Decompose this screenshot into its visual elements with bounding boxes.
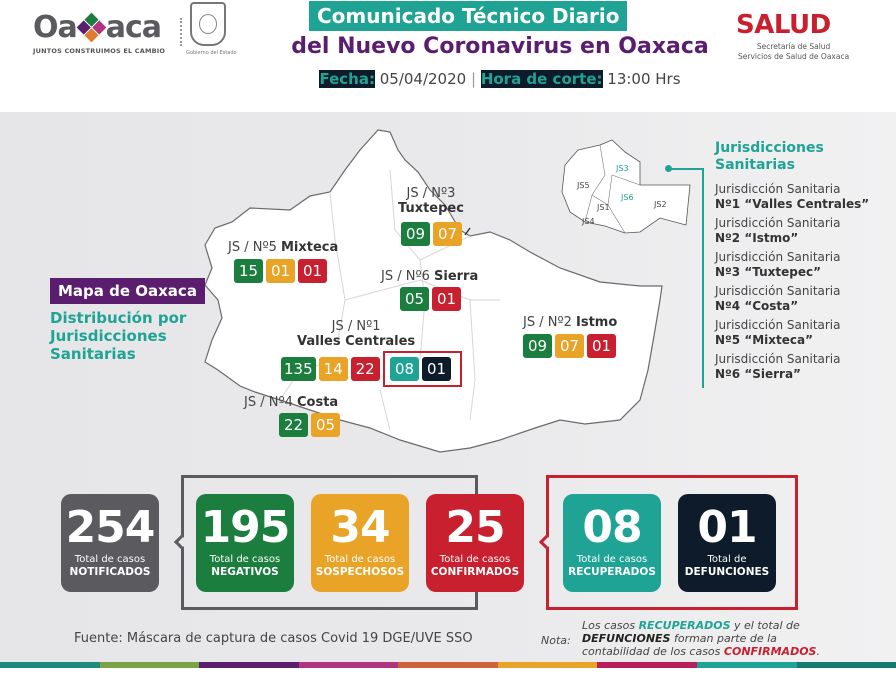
logo-word-left: Oa [33, 10, 78, 45]
negative-chip: 15 [234, 259, 263, 283]
logo-tagline: JUNTOS CONSTRUIMOS EL CAMBIO [33, 47, 166, 55]
card-defunciones: 01 Total de DEFUNCIONES [678, 494, 776, 592]
js3-chips: 09 07 [401, 222, 462, 246]
legend-item: Jurisdicción Sanitaria Nº5 “Mixteca” [715, 318, 841, 347]
separator: | [470, 70, 477, 88]
js2-chips: 09 07 01 [523, 334, 616, 358]
logo-divider [180, 18, 182, 46]
negative-chip: 09 [401, 222, 430, 246]
card-notificados: 254 Total de casos NOTIFICADOS [61, 494, 159, 592]
confirmed-chip: 01 [432, 287, 461, 311]
js6-label: JS / Nº6 Sierra [381, 269, 479, 284]
header: Oa aca JUNTOS CONSTRUIMOS EL CAMBIO Gobi… [0, 0, 896, 112]
title-line-1: Comunicado Técnico Diario [309, 1, 628, 31]
svg-text:JS6: JS6 [620, 193, 634, 202]
logo-word-right: aca [105, 10, 162, 45]
svg-text:JS2: JS2 [653, 200, 667, 209]
js1-label: JS / Nº1 Valles Centrales [297, 319, 416, 349]
salud-line-2: Servicios de Salud de Oaxaca [738, 52, 850, 61]
state-seal-icon [190, 2, 226, 46]
suspect-chip: 05 [311, 413, 340, 437]
svg-text:JS1: JS1 [596, 203, 610, 212]
card-sospechosos: 34 Total de casos SOSPECHOSOS [311, 494, 409, 592]
negative-chip: 09 [523, 334, 552, 358]
js4-chips: 22 05 [279, 413, 340, 437]
confirmed-chip: 22 [350, 357, 380, 381]
negative-chip: 135 [281, 357, 316, 381]
title-line-2: del Nuevo Coronavirus en Oaxaca [291, 34, 709, 59]
card-negativos: 195 Total de casos NEGATIVOS [196, 494, 294, 592]
fecha-label: Fecha: [319, 70, 375, 88]
confirmed-chip: 01 [587, 334, 616, 358]
map-subtitle-line: Sanitarias [50, 345, 136, 363]
suspect-chip: 07 [433, 222, 462, 246]
hora-label: Hora de corte: [480, 70, 603, 88]
js1-chips: 135 14 22 [281, 357, 380, 381]
negative-chip: 22 [279, 413, 308, 437]
js5-label: JS / Nº5 Mixteca [228, 240, 339, 255]
bottom-margin [0, 668, 896, 675]
legend-connector [702, 168, 704, 388]
note-text: Los casos RECUPERADOS y el total de DEFU… [582, 619, 820, 658]
suspect-chip: 14 [318, 357, 348, 381]
js1-extra-chips: 08 01 [390, 357, 451, 381]
legend-item: Jurisdicción Sanitaria Nº2 “Istmo” [715, 216, 841, 245]
legend-title: Jurisdicciones Sanitarias [715, 140, 824, 173]
source-note: Fuente: Máscara de captura de casos Covi… [74, 631, 473, 646]
js5-chips: 15 01 01 [234, 259, 327, 283]
confirmed-chip: 01 [298, 259, 327, 283]
svg-text:JS5: JS5 [576, 181, 590, 190]
color-stripe [0, 662, 896, 668]
suspect-chip: 07 [555, 334, 584, 358]
svg-text:JS4: JS4 [581, 217, 595, 226]
card-confirmados: 25 Total de casos CONFIRMADOS [426, 494, 524, 592]
js6-chips: 05 01 [400, 287, 461, 311]
card-recuperados: 08 Total de casos RECUPERADOS [563, 494, 661, 592]
map-subtitle: Distribución por Jurisdicciones Sanitari… [50, 309, 210, 363]
fecha-value: 05/04/2020 [379, 70, 467, 88]
seal-caption: Gobierno del Estado [186, 50, 237, 56]
legend-list: Jurisdicción Sanitaria Nº1 “Valles Centra… [715, 182, 895, 386]
oaxaca-logo: Oa aca JUNTOS CONSTRUIMOS EL CAMBIO [33, 10, 165, 55]
suspect-chip: 01 [266, 259, 295, 283]
date-line: Fecha: 05/04/2020 | Hora de corte: 13:00… [280, 70, 720, 88]
deaths-chip: 01 [422, 357, 451, 381]
js2-label: JS / Nº2 Istmo [523, 315, 618, 330]
legend-item: Jurisdicción Sanitaria Nº4 “Costa” [715, 284, 841, 313]
salud-line-1: Secretaría de Salud [756, 42, 831, 51]
negative-chip: 05 [400, 287, 429, 311]
legend-item: Jurisdicción Sanitaria Nº3 “Tuxtepec” [715, 250, 841, 279]
note-label: Nota: [541, 634, 571, 647]
js4-label: JS / Nº4 Costa [244, 395, 339, 410]
js3-label: JS / Nº3 Tuxtepec [398, 186, 464, 216]
recovered-chip: 08 [390, 357, 419, 381]
salud-subtitle: Secretaría de Salud Servicios de Salud d… [738, 42, 849, 62]
hora-value: 13:00 Hrs [607, 70, 681, 88]
map-title: Mapa de Oaxaca [50, 278, 205, 304]
legend-item: Jurisdicción Sanitaria Nº1 “Valles Centra… [715, 182, 870, 211]
js1-recovered-deaths-box [383, 351, 462, 387]
mini-map [561, 139, 691, 234]
map-subtitle-line: Distribución por [50, 309, 187, 327]
salud-logo: SALUD [736, 10, 831, 40]
legend-item: Jurisdicción Sanitaria Nº6 “Sierra” [715, 352, 841, 381]
map-subtitle-line: Jurisdicciones [50, 327, 167, 345]
svg-text:JS3: JS3 [615, 164, 629, 173]
legend-connector [668, 168, 704, 170]
